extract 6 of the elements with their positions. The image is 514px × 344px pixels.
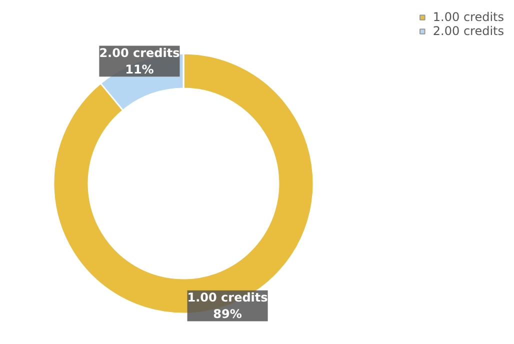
data-label: 89%: [213, 307, 242, 322]
data-label: 11%: [125, 62, 154, 77]
slice-label: 2.00 credits: [99, 46, 180, 60]
legend-label: 2.00 credits: [432, 24, 504, 38]
slice-label: 1.00 credits: [187, 290, 268, 304]
legend-label: 1.00 credits: [432, 10, 504, 24]
